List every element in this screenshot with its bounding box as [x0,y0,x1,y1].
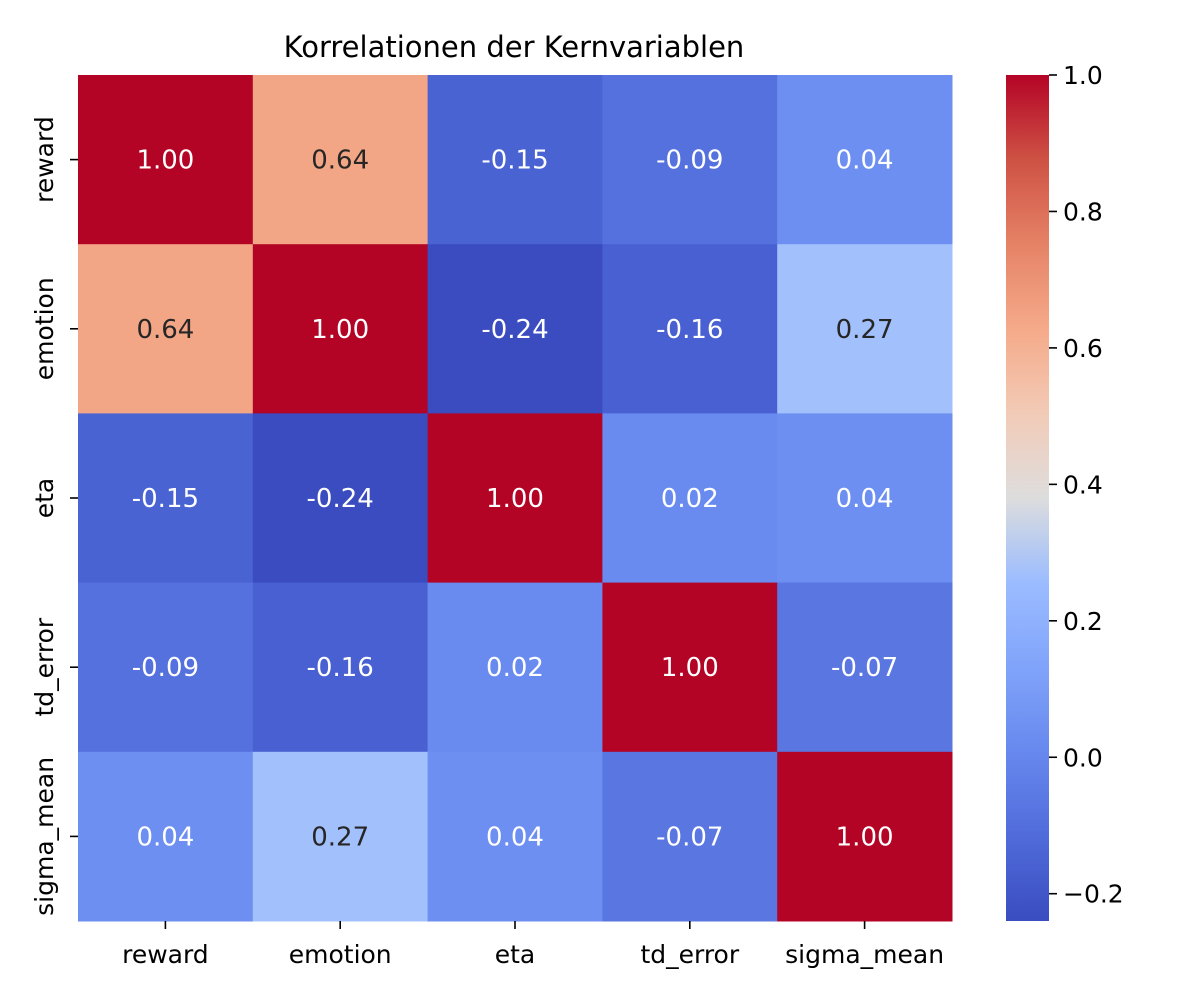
x-tick-label: td_error [640,940,739,969]
heatmap-cell [78,582,254,753]
colorbar: −0.2 0.0 0.2 0.4 0.6 0.8 1.0 [1006,61,1124,921]
y-axis: reward emotion eta td_error sigma_mean [30,116,78,916]
heatmap-cell [252,413,429,584]
x-tick-label: reward [122,940,209,969]
cell-value-label: -0.16 [656,315,723,345]
cell-value-label: 1.00 [486,484,544,514]
cell-value-label: 1.00 [836,822,894,852]
heatmap-cell [602,75,778,245]
colorbar-tick-label: 1.0 [1063,61,1103,90]
cell-value-label: 1.00 [661,653,719,683]
colorbar-tick-label: −0.2 [1063,880,1124,909]
x-tick-label: emotion [289,940,392,969]
y-tick-label: eta [30,478,59,519]
cell-value-label: 0.04 [136,822,194,852]
colorbar-tick-label: 0.4 [1063,470,1103,499]
cell-value-label: 0.64 [136,315,194,345]
heatmap-cell [252,751,429,922]
cell-value-label: -0.07 [831,653,898,683]
cell-value-label: -0.09 [656,146,723,176]
cell-value-label: -0.16 [307,653,374,683]
cell-value-label: 0.02 [661,484,719,514]
colorbar-gradient [1006,75,1049,921]
y-tick-label: emotion [30,277,59,380]
heatmap-cell [602,413,778,584]
cell-value-label: 0.02 [486,653,544,683]
cell-value-label: 0.04 [836,484,894,514]
heatmap-cell [78,244,254,414]
heatmap-cell [427,582,603,753]
colorbar-tick-label: 0.6 [1063,334,1103,363]
heatmap-cell [427,413,603,584]
heatmap-cell [252,75,429,245]
heatmap-cell [602,582,778,753]
heatmap-cell [602,244,778,414]
cell-value-label: -0.15 [481,146,548,176]
cell-value-label: 0.04 [486,822,544,852]
cell-value-label: -0.24 [481,315,548,345]
heatmap-cell [78,75,254,245]
x-axis: reward emotion eta td_error sigma_mean [122,921,944,969]
heatmap-cell [777,582,953,753]
heatmap-cell [777,75,953,245]
heatmap-cell [777,244,953,414]
x-tick-label: eta [495,940,536,969]
cell-value-label: 0.27 [311,822,369,852]
cell-value-label: 1.00 [311,315,369,345]
cell-value-label: -0.15 [132,484,199,514]
colorbar-tick-label: 0.2 [1063,607,1103,636]
colorbar-tick-label: 0.0 [1063,743,1103,772]
heatmap-cell-labels: 1.00 0.64 -0.15 -0.09 0.04 0.64 1.00 -0.24 -0.16… [132,146,898,853]
y-tick-label: reward [30,116,59,203]
cell-value-label: -0.24 [307,484,374,514]
cell-value-label: 0.04 [836,146,894,176]
heatmap-cells [78,75,953,922]
heatmap-cell [427,751,603,922]
heatmap-cell [78,413,254,584]
cell-value-label: 1.00 [136,146,194,176]
heatmap-cell [78,751,254,922]
cell-value-label: 0.64 [311,146,369,176]
cell-value-label: 0.27 [836,315,894,345]
chart-title: Korrelationen der Kernvariablen [284,30,745,64]
y-tick-label: td_error [30,617,59,716]
heatmap-cell [602,751,778,922]
heatmap-cell [777,413,953,584]
colorbar-tick-label: 0.8 [1063,197,1103,226]
cell-value-label: -0.07 [656,822,723,852]
heatmap-cell [252,582,429,753]
heatmap-cell [427,244,603,414]
y-tick-label: sigma_mean [30,757,59,916]
x-tick-label: sigma_mean [785,940,944,969]
cell-value-label: -0.09 [132,653,199,683]
heatmap-cell [777,751,953,922]
heatmap-cell [427,75,603,245]
heatmap-cell [252,244,429,414]
